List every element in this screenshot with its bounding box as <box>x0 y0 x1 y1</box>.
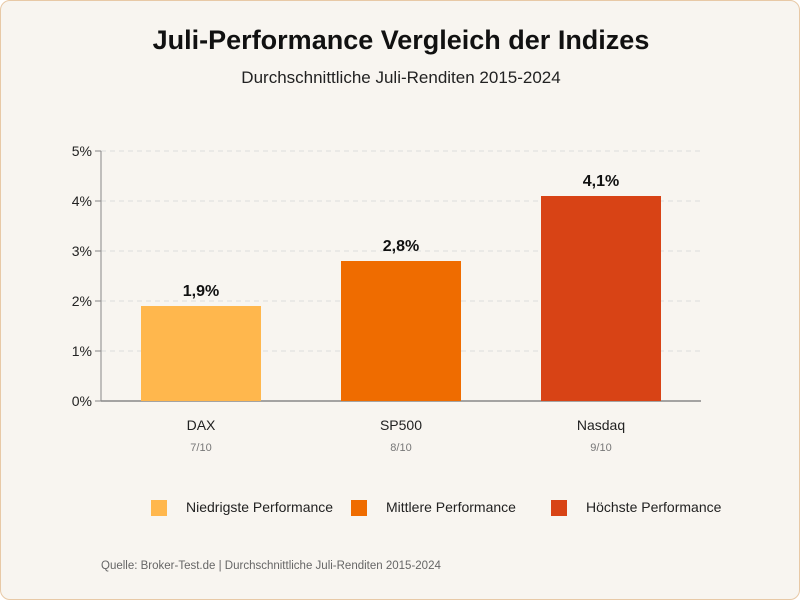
legend-swatch-mid <box>351 500 367 516</box>
bar-sp500 <box>341 261 461 401</box>
legend-swatch-low <box>151 500 167 516</box>
y-tick-label: 0% <box>72 393 92 409</box>
chart-title: Juli-Performance Vergleich der Indizes <box>152 25 650 55</box>
legend-swatch-high <box>551 500 567 516</box>
y-tick-label: 1% <box>72 343 92 359</box>
chart-subtitle: Durchschnittliche Juli-Renditen 2015-202… <box>241 68 561 87</box>
legend-label-low: Niedrigste Performance <box>186 499 334 515</box>
y-tick-label: 2% <box>72 293 92 309</box>
x-sublabel: 8/10 <box>390 442 411 454</box>
labels: 1,9% DAX 7/10 2,8% SP500 8/10 4,1% Nasdaq 9/10 <box>183 173 625 454</box>
legend-label-mid: Mittlere Performance <box>386 499 516 515</box>
bar-value-label: 4,1% <box>583 173 619 190</box>
x-tick-label: SP500 <box>380 417 422 433</box>
x-tick-label: Nasdaq <box>577 417 625 433</box>
bar-value-label: 2,8% <box>383 238 419 255</box>
legend-label-high: Höchste Performance <box>586 499 722 515</box>
bar-dax <box>141 306 261 401</box>
legend: Niedrigste Performance Mittlere Performa… <box>1 498 799 520</box>
y-tick-label: 5% <box>72 143 92 159</box>
source-note: Quelle: Broker-Test.de | Durchschnittlic… <box>101 560 441 572</box>
x-tick-label: DAX <box>187 417 216 433</box>
y-tick-label: 4% <box>72 193 92 209</box>
bar-nasdaq <box>541 196 661 401</box>
bar-value-label: 1,9% <box>183 283 219 300</box>
bars <box>141 196 661 401</box>
x-sublabel: 7/10 <box>190 442 211 454</box>
y-tick-label: 3% <box>72 243 92 259</box>
x-sublabel: 9/10 <box>590 442 611 454</box>
